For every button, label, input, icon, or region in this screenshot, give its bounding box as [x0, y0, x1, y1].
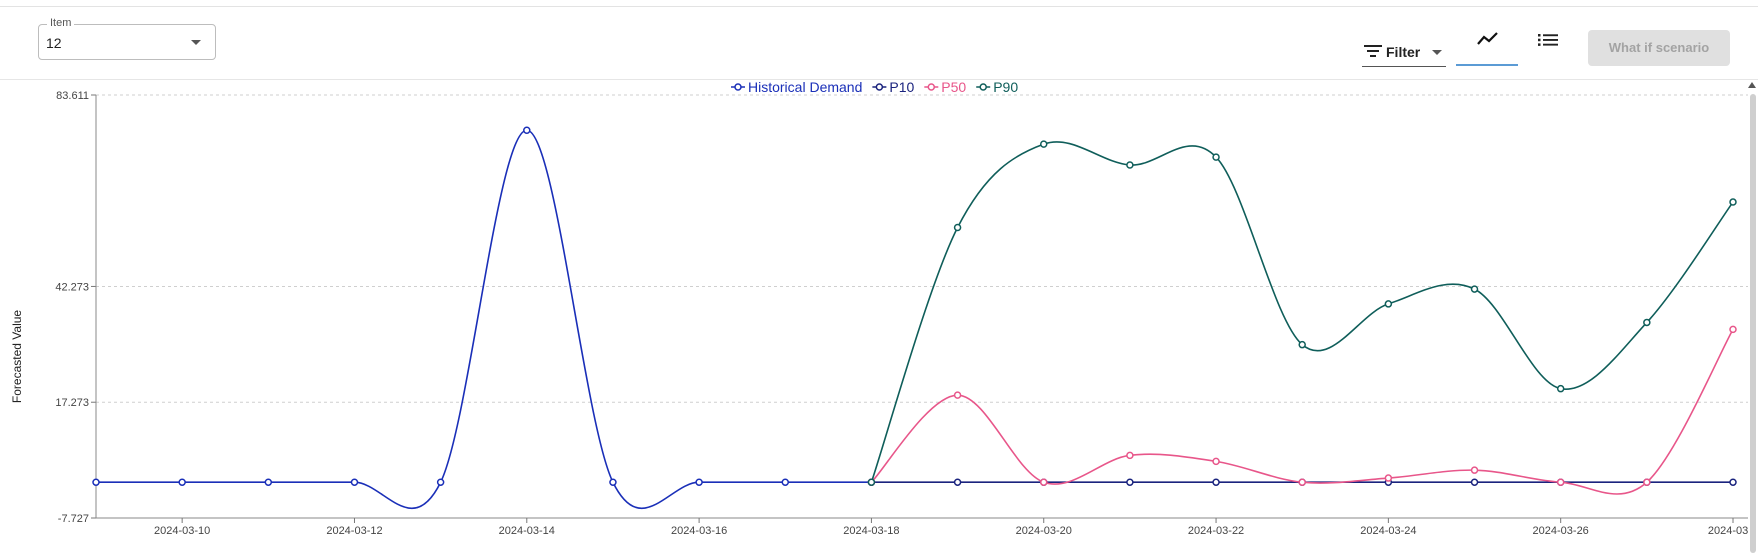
data-point-historical-demand[interactable]: [695, 478, 703, 486]
data-point-p10[interactable]: [1729, 478, 1737, 486]
data-point-historical-demand[interactable]: [264, 478, 273, 486]
data-point-p50[interactable]: [1298, 478, 1306, 486]
scrollbar-thumb[interactable]: [1750, 94, 1756, 553]
top-border: [0, 6, 1758, 7]
data-point-p50[interactable]: [1212, 457, 1220, 466]
x-tick-label: 2024-03-2: [1708, 525, 1748, 537]
x-tick-label: 2024-03-20: [1016, 525, 1072, 537]
data-point-p90[interactable]: [1729, 198, 1737, 206]
x-tick-label: 2024-03-22: [1188, 525, 1244, 537]
x-tick-label: 2024-03-12: [326, 525, 382, 537]
data-point-p90[interactable]: [1384, 300, 1393, 308]
data-point-historical-demand[interactable]: [350, 478, 359, 486]
series-line-p50: [870, 328, 1734, 495]
data-point-p50[interactable]: [1729, 325, 1737, 334]
y-tick-label: -7.727: [58, 513, 89, 525]
x-tick-label: 2024-03-26: [1533, 525, 1589, 537]
legend-marker-dot-p50[interactable]: [927, 83, 936, 91]
data-point-p10[interactable]: [1126, 478, 1134, 486]
filter-icon: [1364, 45, 1382, 57]
series-line-historical-demand: [96, 129, 872, 509]
y-tick-label: 83.611: [56, 90, 89, 102]
data-point-p90[interactable]: [1470, 285, 1479, 293]
data-point-p10[interactable]: [1212, 478, 1220, 486]
legend-marker-dot-historical-demand[interactable]: [734, 83, 742, 91]
list-view-button[interactable]: [1530, 26, 1566, 62]
what-if-scenario-button[interactable]: What if scenario: [1588, 30, 1730, 66]
data-point-historical-demand[interactable]: [178, 478, 186, 486]
series-line-p90: [870, 141, 1734, 483]
list-icon: [1538, 34, 1558, 46]
grid-lines: [96, 94, 1748, 519]
legend-label-p90[interactable]: P90: [993, 79, 1018, 95]
legend[interactable]: Historical Demand P10 P50 P90: [731, 79, 1018, 95]
data-point-p90[interactable]: [1212, 153, 1220, 161]
x-tick-label: 2024-03-16: [671, 525, 727, 537]
item-select-label: Item: [47, 16, 75, 30]
data-point-p50[interactable]: [1039, 478, 1048, 486]
data-point-historical-demand[interactable]: [781, 478, 790, 486]
data-point-p50[interactable]: [1643, 478, 1651, 486]
series-lines: [92, 126, 1737, 509]
data-point-p50[interactable]: [1470, 466, 1479, 474]
data-point-historical-demand[interactable]: [609, 478, 617, 486]
data-point-p90[interactable]: [1039, 140, 1048, 148]
scrollbar[interactable]: [1748, 82, 1758, 553]
data-point-historical-demand[interactable]: [436, 478, 445, 486]
data-point-p50[interactable]: [1384, 474, 1393, 482]
y-tick-label: 17.273: [55, 397, 89, 409]
data-point-p50[interactable]: [1126, 451, 1134, 460]
data-point-p10[interactable]: [953, 478, 962, 486]
y-axis-title: Forecasted Value: [10, 310, 24, 403]
scroll-up-arrow-icon[interactable]: [1748, 82, 1756, 88]
x-tick-label: 2024-03-14: [499, 525, 555, 537]
legend-marker-dot-p90[interactable]: [979, 83, 987, 91]
data-point-p90[interactable]: [1126, 161, 1134, 169]
data-point-p90[interactable]: [953, 223, 962, 232]
legend-label-p50[interactable]: P50: [941, 79, 966, 95]
item-select[interactable]: Item 12: [38, 16, 216, 60]
legend-marker-dot-p10[interactable]: [875, 83, 884, 91]
y-tick-label: 42.273: [55, 281, 89, 293]
legend-label-p10[interactable]: P10: [889, 79, 914, 95]
axes: 83.611 42.273 17.273 -7.727 Forecasted Value…: [10, 90, 1748, 537]
toolbar: [0, 7, 1758, 80]
x-tick-label: 2024-03-10: [154, 525, 210, 537]
data-point-p90[interactable]: [1643, 318, 1651, 327]
data-point-p90[interactable]: [1556, 384, 1565, 393]
data-point-historical-demand[interactable]: [523, 126, 531, 134]
x-tick-label: 2024-03-24: [1360, 525, 1416, 537]
filter-button[interactable]: Filter: [1362, 40, 1446, 67]
item-select-value: 12: [46, 35, 62, 51]
data-point-historical-demand[interactable]: [92, 478, 100, 486]
chevron-down-icon: [191, 40, 201, 45]
active-tab-indicator: [1456, 64, 1518, 66]
data-point-p10[interactable]: [1470, 478, 1479, 486]
data-point-p50[interactable]: [953, 391, 962, 399]
data-point-p50[interactable]: [1556, 478, 1565, 486]
chevron-down-icon: [1432, 50, 1442, 55]
x-tick-label: 2024-03-18: [843, 525, 899, 537]
line-chart-icon: [1477, 32, 1498, 45]
legend-label-historical-demand[interactable]: Historical Demand: [748, 79, 862, 95]
filter-label: Filter: [1386, 44, 1421, 60]
data-point-p90[interactable]: [867, 478, 876, 486]
data-point-p90[interactable]: [1298, 340, 1306, 349]
chart-view-button[interactable]: [1456, 26, 1518, 66]
